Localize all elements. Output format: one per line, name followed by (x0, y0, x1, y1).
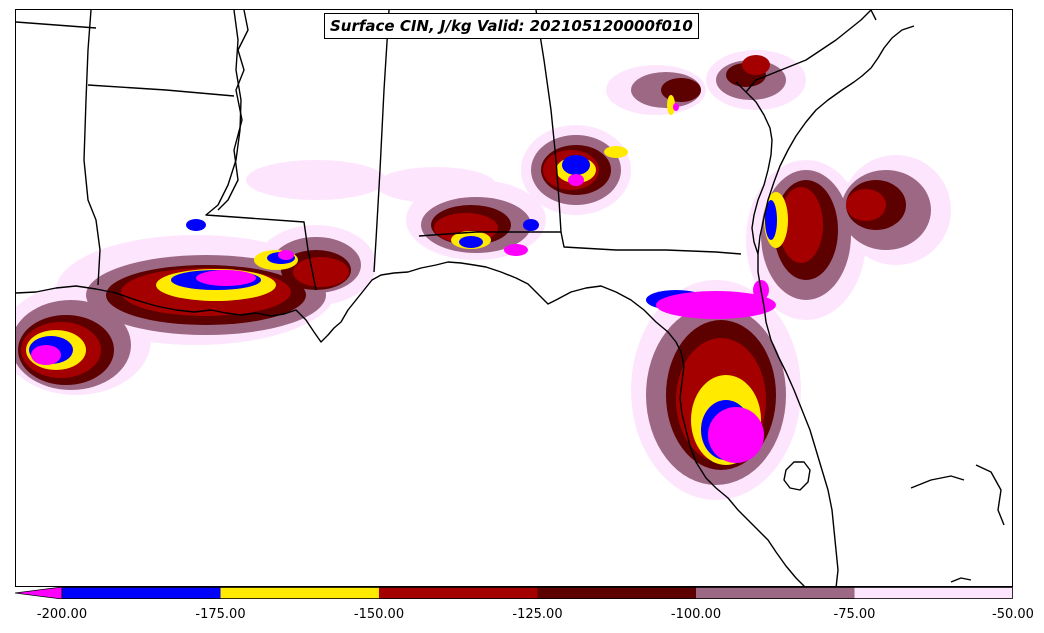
cin-map (16, 10, 1005, 586)
colorbar-tick-label: -100.00 (670, 607, 722, 622)
map-title: Surface CIN, J/kg Valid: 202105120000f01… (324, 13, 699, 39)
keys-islands (910, 475, 965, 489)
colorbar-tick-label: -75.00 (833, 607, 876, 622)
border-tx-la (83, 10, 101, 286)
colorbar-tick-label: -200.00 (36, 607, 88, 622)
colorbar-bin-5 (854, 587, 1013, 599)
colorbar-bin-0 (62, 587, 221, 599)
border-ar-la (87, 84, 235, 97)
atlantic-coastline (757, 25, 915, 586)
colorbar-under-arrow (15, 587, 63, 599)
colorbar-bin-4 (696, 587, 855, 599)
cin-fields (16, 50, 951, 500)
colorbar-tick-label: -150.00 (353, 607, 405, 622)
colorbar (15, 587, 1013, 599)
colorbar-tick-label: -175.00 (195, 607, 246, 622)
colorbar-tick-label: -50.00 (992, 607, 1034, 622)
mississippi-river (217, 10, 249, 211)
border-la-ms (205, 10, 317, 291)
boundaries (16, 10, 1005, 586)
georgia-coast (735, 81, 773, 255)
cin-band-below-200 (31, 103, 776, 463)
bahamas (975, 464, 1005, 526)
border-al-ga (535, 10, 562, 233)
colorbar-bin-1 (220, 587, 379, 599)
border-tn (16, 21, 97, 29)
border-al-fl (418, 231, 742, 255)
cuba-edge (950, 577, 972, 583)
colorbar-bin-3 (537, 587, 696, 599)
colorbar-outline (61, 587, 1013, 599)
colorbar-tick-label: -125.00 (512, 607, 563, 622)
colorbar-bin-2 (379, 587, 538, 599)
map-panel (15, 9, 1013, 587)
border-ms-al (373, 10, 390, 273)
border-ga-sc (745, 10, 872, 93)
lake-okeechobee (783, 461, 811, 491)
border-nc (870, 10, 877, 21)
gulf-coastline (16, 261, 805, 586)
